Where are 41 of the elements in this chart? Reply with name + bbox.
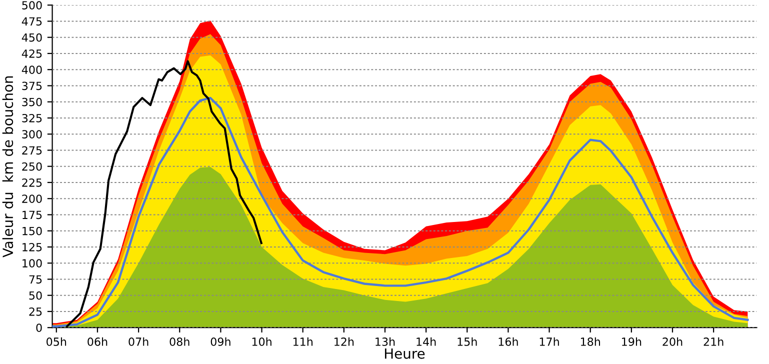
y-tick-label: 225 xyxy=(22,178,42,187)
x-tick-label: 19h xyxy=(622,337,642,346)
y-tick-label: 375 xyxy=(22,82,42,90)
x-tick-label: 14h xyxy=(416,337,436,346)
x-tick-label: 09h xyxy=(210,337,230,346)
y-tick-label: 100 xyxy=(22,259,42,268)
y-tick-label: 500 xyxy=(22,1,42,10)
y-tick-label: 75 xyxy=(29,275,42,284)
x-tick-label: 15h xyxy=(458,337,477,346)
y-axis-title: Valeur du km de bouchon xyxy=(2,76,14,258)
y-tick-label: 400 xyxy=(22,66,42,74)
x-tick-label: 12h xyxy=(334,337,354,346)
x-tick-label: 21h xyxy=(704,337,724,346)
y-tick-label: 325 xyxy=(22,114,42,122)
x-tick-label: 10h xyxy=(252,337,272,346)
y-tick-label: 250 xyxy=(22,162,42,171)
x-axis-title: Heure xyxy=(384,348,425,359)
x-tick-label: 11h xyxy=(293,337,312,346)
y-tick-label: 275 xyxy=(22,146,42,155)
y-tick-label: 350 xyxy=(22,98,42,106)
x-tick-label: 20h xyxy=(662,337,682,346)
x-tick-label: 13h xyxy=(376,337,395,346)
y-tick-label: 425 xyxy=(22,49,42,58)
y-tick-label: 125 xyxy=(22,242,42,252)
x-tick-label: 05h xyxy=(46,337,66,346)
y-tick-label: 475 xyxy=(22,17,42,26)
y-tick-label: 150 xyxy=(22,226,42,236)
x-tick-label: 06h xyxy=(88,337,108,346)
y-tick-label: 450 xyxy=(22,33,42,42)
y-tick-label: 0 xyxy=(36,324,42,332)
x-tick-label: 08h xyxy=(170,337,190,346)
y-tick-label: 200 xyxy=(22,194,42,203)
x-tick-label: 17h xyxy=(540,337,559,346)
x-tick-label: 18h xyxy=(580,337,600,346)
line-series xyxy=(52,96,749,328)
y-tick-label: 50 xyxy=(29,291,42,300)
x-tick-label: 16h xyxy=(498,337,518,346)
x-tick-label: 07h xyxy=(128,337,148,346)
y-tick-label: 175 xyxy=(22,210,42,220)
y-tick-label: 25 xyxy=(29,307,42,316)
y-tick-label: 300 xyxy=(22,130,42,138)
